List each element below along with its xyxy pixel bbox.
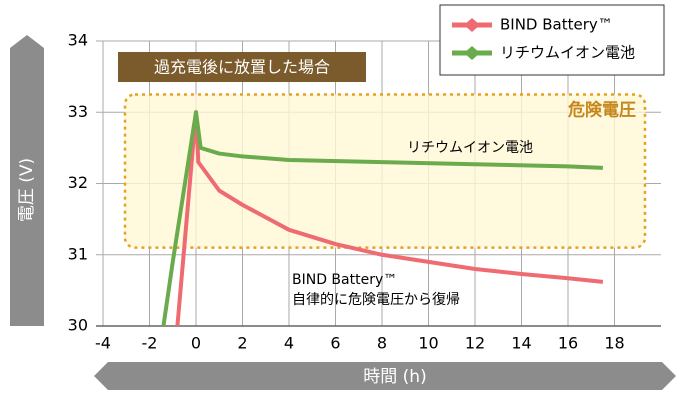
title-box [118, 52, 366, 82]
y-axis-banner [10, 35, 44, 326]
x-tick-label: 4 [284, 334, 294, 353]
x-axis-banner [94, 362, 676, 390]
x-tick-label: 2 [237, 334, 247, 353]
series-line [161, 110, 603, 326]
y-tick-label: 32 [68, 173, 88, 192]
annotation: 自律的に危険電圧から復帰 [292, 291, 460, 308]
x-tick-label: 16 [558, 334, 578, 353]
legend-marker [464, 46, 480, 60]
x-tick-label: 14 [511, 334, 531, 353]
legend-label: BIND Battery™ [500, 16, 613, 34]
annotation: BIND Battery™ [292, 272, 397, 288]
annotation: リチウムイオン電池 [407, 140, 533, 156]
x-tick-label: -2 [142, 334, 158, 353]
y-tick-label: 30 [68, 316, 88, 335]
x-tick-label: 0 [191, 334, 201, 353]
legend [439, 4, 665, 76]
chart-title: 過充電後に放置した場合 [154, 58, 330, 77]
x-tick-label: 10 [418, 334, 438, 353]
y-tick-label: 34 [68, 31, 88, 50]
x-tick-label: 18 [604, 334, 624, 353]
series-line [175, 110, 604, 326]
y-tick-label: 31 [68, 244, 88, 263]
x-tick-label: 12 [465, 334, 485, 353]
x-axis-label: 時間 (h) [363, 367, 426, 387]
danger-zone-label: 危険電圧 [567, 99, 636, 120]
x-tick-label: -4 [95, 334, 111, 353]
x-tick-label: 8 [377, 334, 387, 353]
legend-label: リチウムイオン電池 [500, 44, 635, 62]
x-tick-label: 6 [330, 334, 340, 353]
legend-marker [464, 18, 480, 32]
y-axis-label: 電圧 (V) [17, 158, 37, 222]
y-tick-label: 33 [68, 102, 88, 121]
